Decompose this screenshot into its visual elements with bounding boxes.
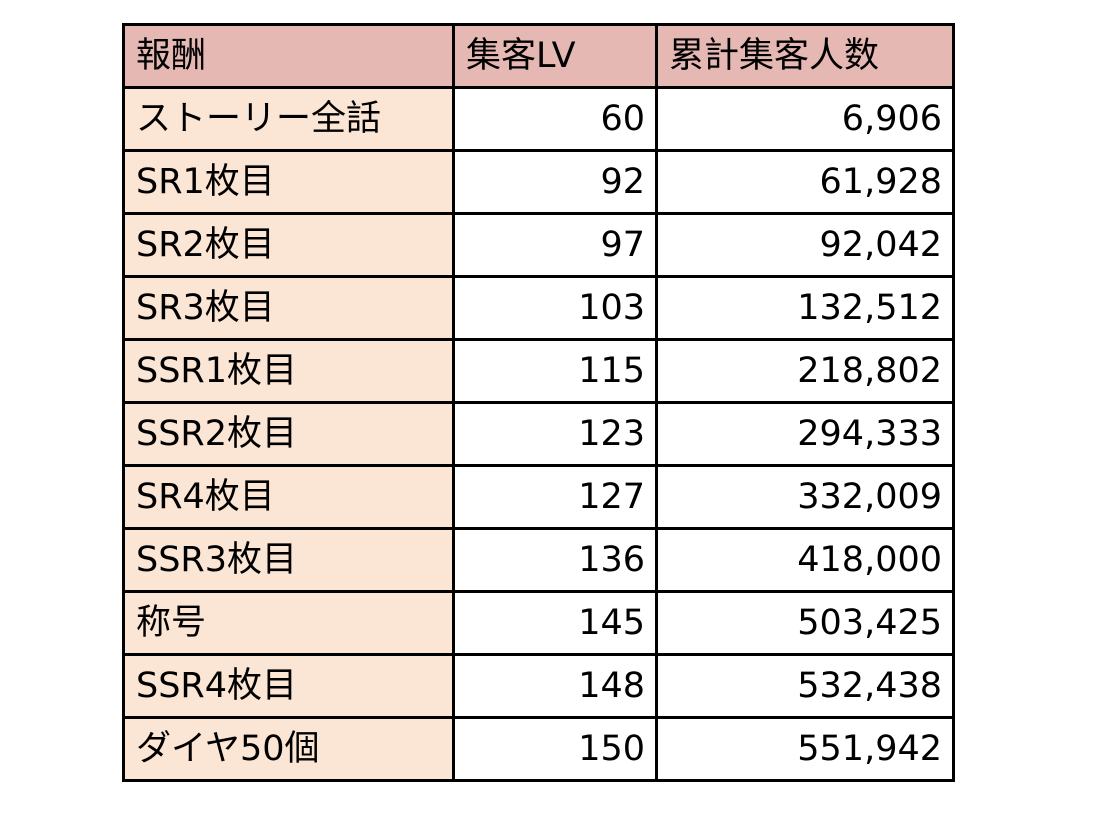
- reward-cell: SR1枚目: [122, 149, 455, 215]
- reward-cell: SSR4枚目: [122, 653, 455, 719]
- reward-cell: SR3枚目: [122, 275, 455, 341]
- table-row: SSR4枚目 148 532,438: [122, 653, 955, 719]
- reward-cell: SR2枚目: [122, 212, 455, 278]
- total-cell: 418,000: [655, 527, 955, 593]
- level-cell: 92: [452, 149, 658, 215]
- header-row: 報酬 集客LV 累計集客人数: [122, 23, 955, 89]
- total-cell: 92,042: [655, 212, 955, 278]
- total-cell: 332,009: [655, 464, 955, 530]
- table-body: ストーリー全話 60 6,906 SR1枚目 92 61,928 SR2枚目 9…: [122, 86, 955, 782]
- total-cell: 132,512: [655, 275, 955, 341]
- total-cell: 294,333: [655, 401, 955, 467]
- table-row: SSR3枚目 136 418,000: [122, 527, 955, 593]
- level-cell: 136: [452, 527, 658, 593]
- reward-cell: SSR2枚目: [122, 401, 455, 467]
- level-cell: 123: [452, 401, 658, 467]
- reward-cell: SR4枚目: [122, 464, 455, 530]
- level-cell: 60: [452, 86, 658, 152]
- reward-cell: SSR3枚目: [122, 527, 455, 593]
- table-header: 報酬 集客LV 累計集客人数: [122, 23, 955, 89]
- level-cell: 127: [452, 464, 658, 530]
- reward-cell: ダイヤ50個: [122, 716, 455, 782]
- reward-cell: SSR1枚目: [122, 338, 455, 404]
- total-cell: 532,438: [655, 653, 955, 719]
- level-cell: 103: [452, 275, 658, 341]
- table-row: 称号 145 503,425: [122, 590, 955, 656]
- table-row: ダイヤ50個 150 551,942: [122, 716, 955, 782]
- level-cell: 115: [452, 338, 658, 404]
- total-cell: 218,802: [655, 338, 955, 404]
- header-total: 累計集客人数: [655, 23, 955, 89]
- table-row: SSR1枚目 115 218,802: [122, 338, 955, 404]
- level-cell: 148: [452, 653, 658, 719]
- level-cell: 97: [452, 212, 658, 278]
- table-row: SR3枚目 103 132,512: [122, 275, 955, 341]
- reward-cell: 称号: [122, 590, 455, 656]
- header-level: 集客LV: [452, 23, 658, 89]
- total-cell: 61,928: [655, 149, 955, 215]
- reward-table: 報酬 集客LV 累計集客人数 ストーリー全話 60 6,906 SR1枚目 92…: [122, 23, 955, 782]
- total-cell: 503,425: [655, 590, 955, 656]
- reward-cell: ストーリー全話: [122, 86, 455, 152]
- level-cell: 145: [452, 590, 658, 656]
- table-row: SR2枚目 97 92,042: [122, 212, 955, 278]
- table-row: SSR2枚目 123 294,333: [122, 401, 955, 467]
- table-row: ストーリー全話 60 6,906: [122, 86, 955, 152]
- total-cell: 551,942: [655, 716, 955, 782]
- header-reward: 報酬: [122, 23, 455, 89]
- table-row: SR4枚目 127 332,009: [122, 464, 955, 530]
- total-cell: 6,906: [655, 86, 955, 152]
- level-cell: 150: [452, 716, 658, 782]
- table-row: SR1枚目 92 61,928: [122, 149, 955, 215]
